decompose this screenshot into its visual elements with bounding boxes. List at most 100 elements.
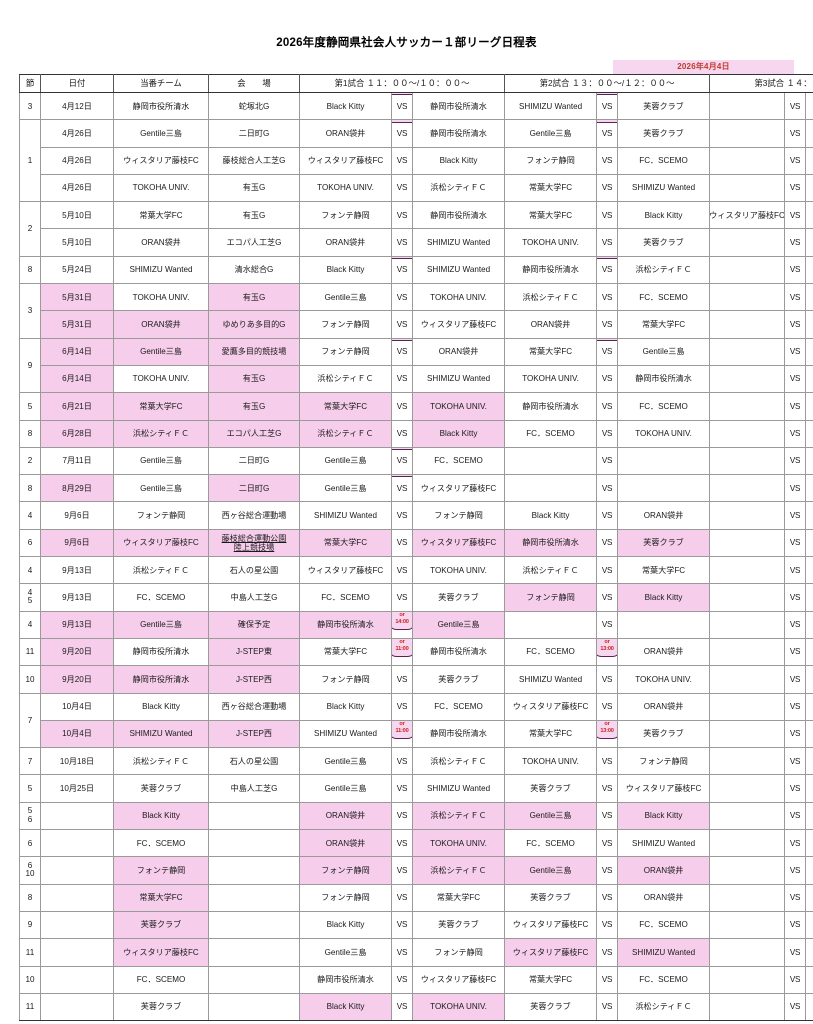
cell-match2-vs: VS: [596, 910, 619, 940]
cell-match2-home: SHIMIZU Wanted: [504, 665, 598, 694]
cell-section: 7: [19, 692, 41, 749]
cell-match2-home: [504, 610, 598, 639]
cell-match3-away: [805, 692, 813, 721]
cell-match1-away: 静岡市役所清水: [411, 637, 506, 667]
cell-match3-away: [805, 337, 813, 366]
cell-match1-vs: VS: [391, 829, 413, 858]
cell-match3-home: [709, 173, 786, 203]
cell-match1-home: Black Kitty: [299, 91, 392, 121]
cell-date: [40, 938, 114, 967]
table-row: 119月20日静岡市役所清水J-STEP東常葉大学FCVS10:00or11:0…: [19, 637, 813, 667]
cell-match1-away: TOKOHA UNIV.: [411, 556, 506, 585]
cell-duty-team: フォンテ静岡: [113, 501, 209, 530]
cell-date: 4月26日: [40, 119, 114, 148]
table-row: 4月26日 ウィスタリア藤枝FC 藤枝総合人工芝G ウィスタリア藤枝FC VS Black…: [20, 146, 813, 175]
cell-match2-home: 常葉大学FC: [504, 337, 598, 366]
cell-venue: [208, 992, 300, 1022]
cell-match1-home: Gentile三島: [299, 283, 392, 312]
cell-match2-vs: VS12:00: [596, 91, 619, 121]
table-row: 4 9月6日 フォンテ静岡 西ヶ谷総合運動場 SHIMIZU Wanted VS フォンテ静…: [19, 501, 813, 530]
cell-match3-away: [805, 310, 813, 339]
banner-row: 2026年4月4日: [0, 60, 813, 74]
cell-match2-home: Gentile三島: [504, 856, 598, 885]
cell-match1-vs: VS: [391, 801, 413, 831]
cell-match2-home: 浜松シティＦＣ: [504, 283, 598, 312]
cell-duty-team: Black Kitty: [113, 692, 209, 721]
cell-match3-home: [709, 337, 786, 366]
time-badge: 10:00: [392, 120, 412, 123]
cell-match3-away: [805, 747, 813, 776]
cell-match2-vs: VS: [596, 610, 619, 639]
table-row: 10 FC．SCEMO 静岡市役所清水 VS ウィスタリア藤枝FC 常葉大学FC VS FC．…: [19, 965, 813, 994]
cell-match3-vs: VS: [784, 446, 807, 476]
cell-duty-team: 静岡市役所清水: [113, 637, 209, 667]
cell-match1-home: 静岡市役所清水: [299, 965, 392, 994]
cell-date: 9月6日: [40, 501, 114, 530]
time-badge-multi: 13:00or14:00: [392, 612, 412, 630]
cell-match3-vs: VS: [784, 719, 807, 749]
cell-duty-team: 芙蓉クラブ: [113, 774, 209, 803]
cell-venue: 有玉G: [208, 392, 300, 421]
table-row: 4月26日 TOKOHA UNIV. 有玉G TOKOHA UNIV. VS 浜松シティＦ…: [20, 173, 813, 203]
cell-match3-vs: VS: [784, 665, 807, 694]
cell-duty-team: FC．SCEMO: [113, 965, 209, 994]
cell-match3-home: ウィスタリア藤枝FC: [709, 201, 786, 230]
time-badge: 14:00: [597, 120, 617, 123]
cell-match1-home: ORAN袋井: [299, 119, 392, 148]
cell-match1-vs: VS: [391, 883, 413, 912]
cell-match1-away: Gentile三島: [411, 610, 506, 639]
cell-match1-home: フォンテ静岡: [299, 337, 392, 366]
cell-match1-away: 芙蓉クラブ: [411, 665, 506, 694]
cell-match3-home: [709, 474, 786, 503]
table-row: 5 10月25日 芙蓉クラブ 中島人工芝G Gentile三島 VS SHIMIZU Wan…: [19, 774, 813, 803]
cell-date: [40, 965, 114, 994]
cell-match2-vs: VS: [596, 364, 619, 394]
cell-duty-team: Gentile三島: [113, 119, 209, 148]
time-badge: 12:00: [597, 257, 617, 259]
cell-date: 10月4日: [40, 719, 114, 749]
cell-duty-team: FC．SCEMO: [113, 829, 209, 858]
cell-venue: J-STEP西: [208, 719, 300, 749]
table-row: 10月4日 SHIMIZU Wanted J-STEP西 SHIMIZU Wanted…: [20, 719, 813, 749]
cell-match3-home: [709, 829, 786, 858]
cell-match2-vs: VS: [596, 310, 619, 339]
cell-match3-home: [709, 910, 786, 940]
cell-date: 6月21日: [40, 392, 114, 421]
cell-venue: 蛇塚北G: [208, 91, 300, 121]
time-badge: 10:00: [392, 93, 412, 96]
cell-match1-home: 常葉大学FC: [299, 528, 392, 558]
cell-match2-vs: VS: [596, 283, 619, 312]
time-badge-multi: 12:00or13:00: [597, 721, 617, 739]
cell-match2-away: Black Kitty: [617, 801, 711, 831]
cell-match3-away: [805, 146, 813, 175]
cell-match2-home: Gentile三島: [504, 119, 598, 148]
cell-match1-away: Black Kitty: [411, 419, 506, 448]
time-badge: 18:00: [392, 448, 412, 451]
cell-match1-home: 常葉大学FC: [299, 392, 392, 421]
cell-match3-vs: VS: [784, 146, 807, 175]
cell-match3-away: 浜松シティＦＣ: [805, 201, 813, 230]
cell-match3-away: [805, 665, 813, 694]
col-header-match2: 第2試合 １３：００～/１２：００～: [504, 74, 711, 93]
cell-match1-home: フォンテ静岡: [299, 883, 392, 912]
cell-match2-home: 芙蓉クラブ: [504, 992, 598, 1022]
cell-match1-vs: VS13:00or14:00: [391, 610, 413, 639]
cell-match1-home: フォンテ静岡: [299, 856, 392, 885]
cell-section: 8: [19, 419, 41, 448]
cell-match1-away: TOKOHA UNIV.: [411, 392, 506, 421]
cell-venue: 中島人工芝G: [208, 774, 300, 803]
cell-section: 11: [19, 637, 41, 667]
cell-match2-vs: VS: [596, 474, 619, 503]
cell-match2-vs: VS: [596, 801, 619, 831]
cell-match3-away: [805, 173, 813, 203]
cell-match1-home: Black Kitty: [299, 910, 392, 940]
cell-match2-home: Gentile三島: [504, 801, 598, 831]
time-badge: 18:00: [392, 475, 412, 478]
cell-match3-away: [805, 283, 813, 312]
cell-duty-team: ORAN袋井: [113, 228, 209, 257]
cell-match2-home: ORAN袋井: [504, 310, 598, 339]
cell-match1-vs: VS: [391, 583, 413, 612]
cell-match2-vs: VS: [596, 829, 619, 858]
